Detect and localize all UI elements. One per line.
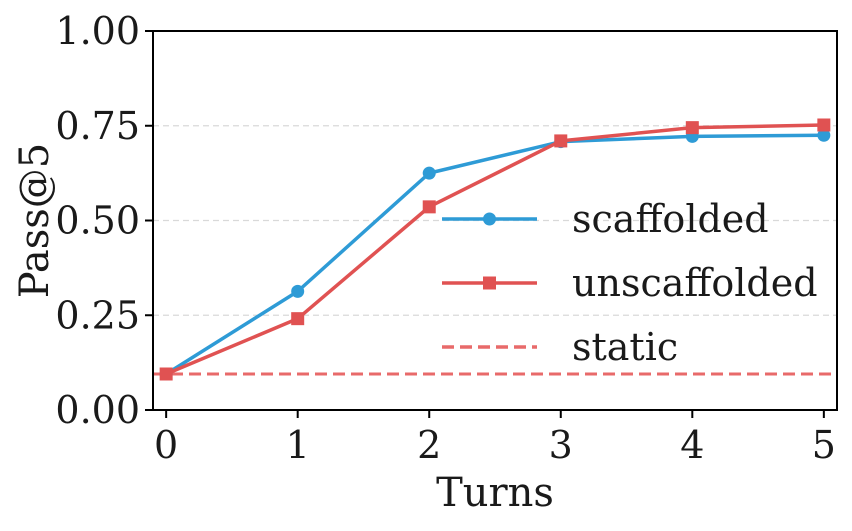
series-line-scaffolded (165, 133, 824, 376)
data-point-scaffolded (291, 284, 305, 298)
series-scaffolded (159, 128, 831, 381)
x-tick-label: 5 (812, 423, 836, 467)
data-point-unscaffolded (685, 121, 699, 135)
data-point-scaffolded (422, 166, 436, 180)
legend: scaffolded unscaffolded static (442, 197, 818, 369)
data-point-unscaffolded (554, 134, 568, 148)
y-tick-label: 1.00 (55, 9, 140, 53)
x-tick-label: 4 (680, 423, 704, 467)
data-point-unscaffolded (291, 312, 305, 326)
legend-marker (483, 276, 496, 290)
x-axis-ticks: 0 1 2 3 4 5 (154, 410, 836, 467)
legend-entry-scaffolded: scaffolded (442, 197, 769, 241)
x-axis-label: Turns (436, 470, 554, 516)
legend-label: unscaffolded (572, 261, 818, 305)
legend-entry-static: static (442, 325, 678, 369)
data-point-unscaffolded (159, 367, 173, 381)
data-point-scaffolded (817, 128, 831, 142)
y-axis-label: Pass@5 (12, 143, 58, 298)
series-layer (159, 118, 831, 381)
y-tick-label: 0.00 (55, 388, 140, 432)
y-tick-label: 0.25 (55, 293, 140, 337)
legend-marker (483, 212, 496, 226)
data-point-unscaffolded (422, 200, 436, 214)
data-point-unscaffolded (817, 118, 831, 132)
legend-entry-unscaffolded: unscaffolded (442, 261, 818, 305)
y-axis-ticks: 0.00 0.25 0.50 0.75 1.00 (55, 9, 153, 432)
legend-label: static (572, 325, 678, 369)
x-tick-label: 1 (286, 423, 310, 467)
y-tick-label: 0.50 (55, 199, 140, 243)
y-tick-label: 0.75 (55, 104, 140, 148)
x-tick-label: 3 (549, 423, 573, 467)
x-tick-label: 0 (154, 423, 178, 467)
series-line-unscaffolded (165, 123, 824, 376)
series-unscaffolded (159, 118, 831, 381)
x-tick-label: 2 (417, 423, 441, 467)
legend-label: scaffolded (572, 197, 769, 241)
